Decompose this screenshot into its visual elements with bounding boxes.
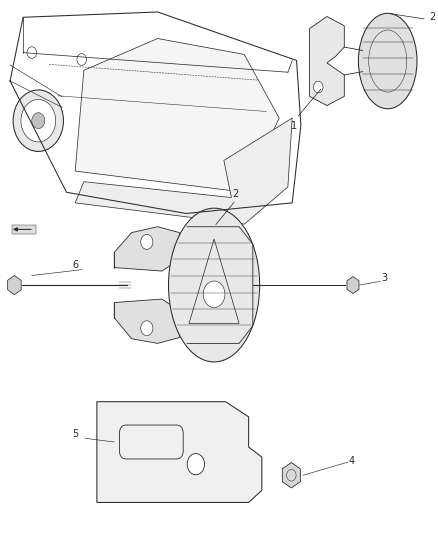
Text: 3: 3 <box>381 273 387 284</box>
Circle shape <box>227 74 236 86</box>
Circle shape <box>141 321 153 336</box>
Circle shape <box>314 81 323 93</box>
Circle shape <box>13 90 64 151</box>
Text: 2: 2 <box>429 12 435 22</box>
Bar <box>12 225 36 233</box>
Ellipse shape <box>358 13 417 109</box>
Text: 6: 6 <box>72 260 78 270</box>
Circle shape <box>77 54 86 66</box>
Circle shape <box>127 61 136 72</box>
Polygon shape <box>310 17 344 106</box>
Circle shape <box>141 235 153 249</box>
Text: 4: 4 <box>349 456 355 466</box>
Circle shape <box>187 454 205 475</box>
Ellipse shape <box>169 208 260 362</box>
Circle shape <box>203 281 225 308</box>
Polygon shape <box>283 463 300 488</box>
Polygon shape <box>114 227 179 271</box>
Circle shape <box>32 113 45 128</box>
Polygon shape <box>347 277 359 294</box>
Polygon shape <box>97 402 262 503</box>
Text: 1: 1 <box>291 120 297 131</box>
Text: 5: 5 <box>72 429 78 439</box>
Circle shape <box>21 100 56 142</box>
Polygon shape <box>114 299 179 343</box>
Circle shape <box>27 47 36 59</box>
Circle shape <box>177 68 186 79</box>
Polygon shape <box>75 38 279 192</box>
Text: 2: 2 <box>233 189 239 199</box>
Polygon shape <box>7 276 21 295</box>
Polygon shape <box>75 118 292 224</box>
